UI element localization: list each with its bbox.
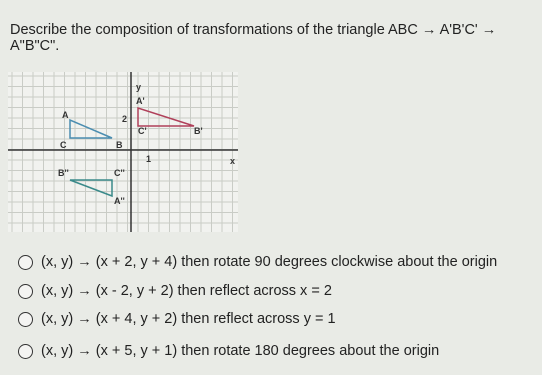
radio-button[interactable]: [18, 254, 33, 270]
radio-button[interactable]: [18, 311, 33, 327]
figure-label: C'': [114, 168, 125, 178]
option-text: (x, y) → (x - 2, y + 2) then reflect acr…: [41, 283, 332, 299]
figure-background: [8, 72, 238, 232]
question-line: A"B"C".: [10, 38, 60, 54]
figure-label: B: [116, 140, 123, 150]
option-text: (x, y) → (x + 4, y + 2) then reflect acr…: [41, 311, 336, 327]
option[interactable]: (x, y) → (x + 2, y + 4) then rotate 90 d…: [18, 254, 497, 270]
figure-label: y: [136, 82, 141, 92]
figure-label: A'': [114, 196, 125, 206]
option-text: (x, y) → (x + 5, y + 1) then rotate 180 …: [41, 343, 440, 359]
figure-label: C: [60, 140, 67, 150]
figure-label: A': [136, 96, 145, 106]
radio-button[interactable]: [18, 343, 33, 359]
figure-label: 1: [146, 154, 151, 164]
option[interactable]: (x, y) → (x + 4, y + 2) then reflect acr…: [18, 311, 336, 327]
grid: [8, 72, 238, 232]
figure-label: B'': [58, 168, 69, 178]
triangle-a1b1c1: [137, 106, 195, 127]
figure-label: C': [138, 126, 147, 136]
figure-label: B': [194, 126, 203, 136]
figure-label: A: [62, 110, 69, 120]
figure-label: x: [230, 156, 235, 166]
option[interactable]: (x, y) → (x + 5, y + 1) then rotate 180 …: [18, 343, 439, 359]
triangle-a2b2c2: [69, 179, 113, 198]
figure-label: 2: [122, 114, 127, 124]
option-text: (x, y) → (x + 2, y + 4) then rotate 90 d…: [41, 254, 498, 270]
triangle-abc: [69, 118, 113, 139]
option[interactable]: (x, y) → (x - 2, y + 2) then reflect acr…: [18, 283, 332, 299]
radio-button[interactable]: [18, 283, 33, 299]
question-line: Describe the composition of transformati…: [10, 22, 497, 38]
figure: y A' A 2 C' B' C B 1 x B'' C'' A'': [8, 72, 238, 232]
